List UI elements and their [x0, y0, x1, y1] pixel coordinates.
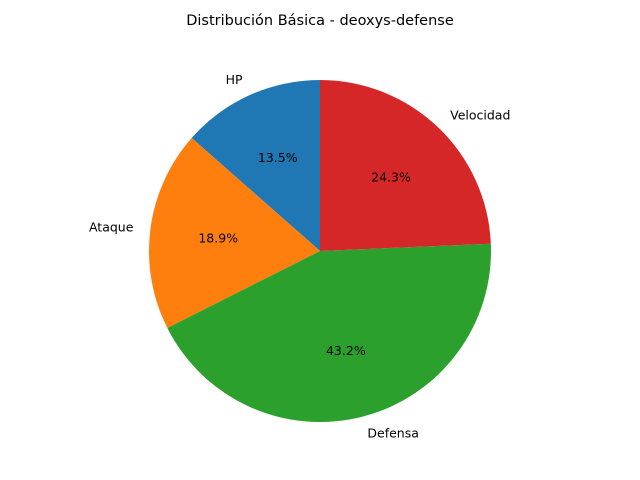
pie-slice-hp	[191, 80, 320, 251]
slice-label-defensa: Defensa	[367, 426, 419, 441]
pie-labels: HP 13.5% Ataque 18.9% Defensa 43.2% Velocidad 2…	[89, 72, 510, 440]
slice-pct-defensa: 43.2%	[326, 343, 366, 358]
slice-label-ataque: Ataque	[89, 220, 134, 235]
pie-slice-velocidad	[320, 80, 491, 251]
slice-pct-ataque: 18.9%	[198, 230, 238, 245]
slice-label-velocidad: Velocidad	[450, 108, 510, 123]
pie-slice-ataque	[149, 138, 320, 328]
slice-pct-velocidad: 24.3%	[371, 169, 411, 184]
pie-slices	[149, 80, 491, 423]
pie-slice-defensa	[167, 243, 491, 423]
slice-label-hp: HP	[226, 72, 243, 87]
chart-title: Distribución Básica - deoxys-defense	[186, 13, 454, 29]
slice-pct-hp: 13.5%	[258, 150, 298, 165]
